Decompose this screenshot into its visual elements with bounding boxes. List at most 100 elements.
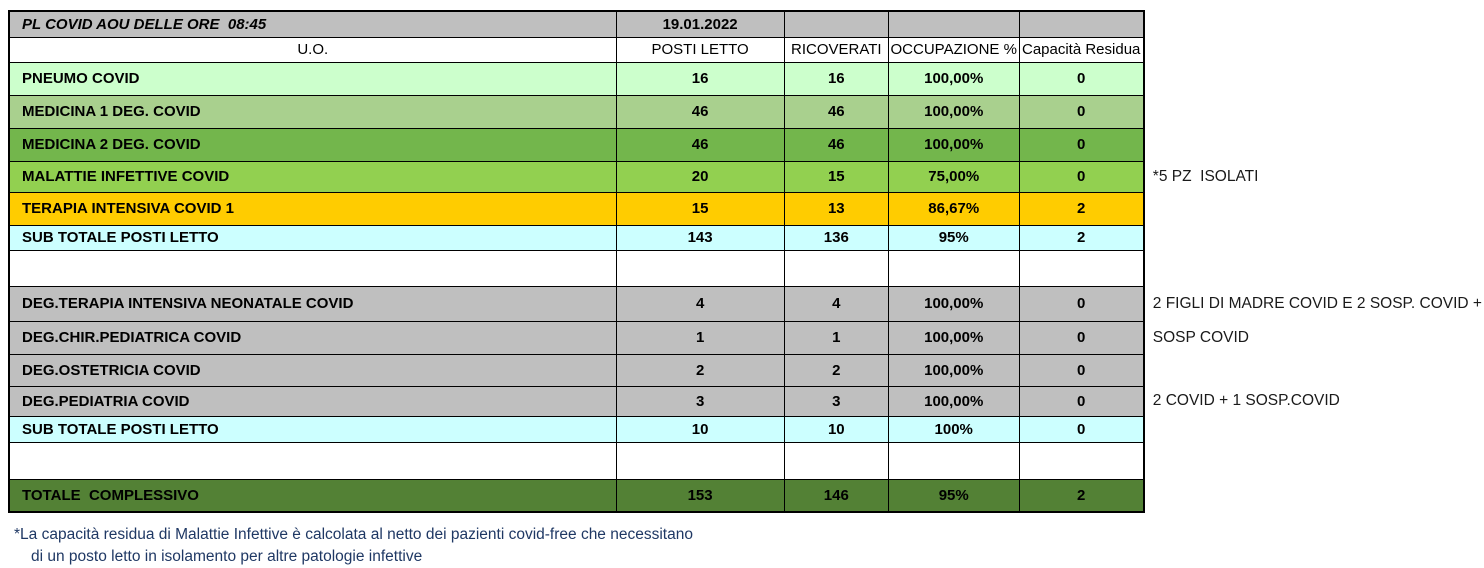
occupazione-cell: 100,00%: [887, 385, 1020, 417]
ricoverati-cell: 13: [783, 191, 889, 226]
covid-beds-report: PL COVID AOU DELLE ORE 08:45 19.01.2022 …: [0, 10, 1484, 565]
note-spacer: [1143, 354, 1483, 386]
occupazione-cell: 100,00%: [887, 320, 1020, 355]
row-annotation: *5 PZ ISOLATI: [1143, 161, 1483, 192]
covid-beds-table: PL COVID AOU DELLE ORE 08:45 19.01.2022 …: [7, 10, 1484, 513]
occupazione-cell: 100,00%: [887, 127, 1020, 162]
ricoverati-cell: 15: [783, 160, 889, 193]
ricoverati-cell: 146: [783, 478, 889, 513]
table-row: TERAPIA INTENSIVA COVID 1 15 13 86,67% 2: [7, 191, 1483, 226]
uo-cell: TERAPIA INTENSIVA COVID 1: [7, 191, 617, 226]
table-row: MEDICINA 1 DEG. COVID 46 46 100,00% 0: [7, 94, 1483, 129]
uo-cell: DEG.PEDIATRIA COVID: [7, 385, 617, 417]
note-spacer: [1143, 37, 1483, 62]
note-spacer: [1143, 192, 1483, 225]
occupazione-cell: [887, 441, 1020, 480]
ricoverati-cell: [783, 441, 889, 480]
ricoverati-cell: 4: [783, 285, 889, 322]
row-annotation: SOSP COVID: [1143, 321, 1483, 354]
occupazione-cell: 100,00%: [887, 94, 1020, 129]
posti-letto-cell: [615, 441, 785, 480]
uo-cell: DEG.OSTETRICIA COVID: [7, 353, 617, 387]
capacita-residua-cell: 0: [1018, 415, 1145, 443]
table-row: SUB TOTALE POSTI LETTO 10 10 100% 0: [7, 415, 1483, 443]
posti-letto-cell: 1: [615, 320, 785, 355]
occupazione-cell: 100%: [887, 415, 1020, 443]
capacita-residua-cell: 0: [1018, 385, 1145, 417]
column-header-ricoverati: RICOVERATI: [783, 36, 889, 63]
column-header-uo: U.O.: [7, 36, 617, 63]
uo-cell: DEG.CHIR.PEDIATRICA COVID: [7, 320, 617, 355]
posti-letto-cell: 20: [615, 160, 785, 193]
posti-letto-cell: 3: [615, 385, 785, 417]
uo-cell: MEDICINA 1 DEG. COVID: [7, 94, 617, 129]
note-spacer: [1143, 128, 1483, 161]
uo-cell: SUB TOTALE POSTI LETTO: [7, 415, 617, 443]
table-body: PL COVID AOU DELLE ORE 08:45 19.01.2022 …: [7, 10, 1483, 513]
capacita-residua-cell: [1018, 249, 1145, 287]
note-spacer: [1143, 442, 1483, 479]
posti-letto-cell: 46: [615, 94, 785, 129]
column-header-occupazione: OCCUPAZIONE %: [887, 36, 1020, 63]
posti-letto-cell: 153: [615, 478, 785, 513]
posti-letto-cell: 2: [615, 353, 785, 387]
column-header-posti-letto: POSTI LETTO: [615, 36, 785, 63]
uo-cell: MEDICINA 2 DEG. COVID: [7, 127, 617, 162]
spacer-row: [7, 441, 1483, 480]
note-spacer: [1143, 250, 1483, 286]
ricoverati-cell: [783, 249, 889, 287]
occupazione-cell: 100,00%: [887, 61, 1020, 96]
capacita-residua-cell: 2: [1018, 224, 1145, 251]
posti-letto-cell: 143: [615, 224, 785, 251]
note-spacer: [1143, 62, 1483, 95]
table-row: DEG.PEDIATRIA COVID 3 3 100,00% 0 2 COVID + 1…: [7, 385, 1483, 417]
table-row: MALATTIE INFETTIVE COVID 20 15 75,00% 0 *5 PZ…: [7, 160, 1483, 193]
ricoverati-cell: 136: [783, 224, 889, 251]
spacer-row: [7, 249, 1483, 287]
uo-cell: MALATTIE INFETTIVE COVID: [7, 160, 617, 193]
ricoverati-cell: 46: [783, 94, 889, 129]
capacita-residua-cell: 2: [1018, 191, 1145, 226]
posti-letto-cell: 16: [615, 61, 785, 96]
uo-cell: DEG.TERAPIA INTENSIVA NEONATALE COVID: [7, 285, 617, 322]
occupazione-cell: [887, 249, 1020, 287]
occupazione-cell: 95%: [887, 478, 1020, 513]
uo-cell: [7, 249, 617, 287]
capacita-residua-cell: 2: [1018, 478, 1145, 513]
occupazione-cell: 95%: [887, 224, 1020, 251]
capacita-residua-cell: 0: [1018, 320, 1145, 355]
table-row: PNEUMO COVID 16 16 100,00% 0: [7, 61, 1483, 96]
uo-cell: PNEUMO COVID: [7, 61, 617, 96]
report-title: PL COVID AOU DELLE ORE 08:45: [7, 10, 617, 38]
note-spacer: [1143, 225, 1483, 250]
table-row: TOTALE COMPLESSIVO 153 146 95% 2: [7, 478, 1483, 513]
table-row: SUB TOTALE POSTI LETTO 143 136 95% 2: [7, 224, 1483, 251]
capacita-residua-cell: 0: [1018, 285, 1145, 322]
title-row: PL COVID AOU DELLE ORE 08:45 19.01.2022: [7, 10, 1483, 38]
ricoverati-cell: 46: [783, 127, 889, 162]
uo-cell: [7, 441, 617, 480]
uo-cell: SUB TOTALE POSTI LETTO: [7, 224, 617, 251]
posti-letto-cell: 4: [615, 285, 785, 322]
capacita-residua-cell: [1018, 441, 1145, 480]
ricoverati-cell: 10: [783, 415, 889, 443]
ricoverati-cell: 16: [783, 61, 889, 96]
ricoverati-cell: 2: [783, 353, 889, 387]
table-row: DEG.CHIR.PEDIATRICA COVID 1 1 100,00% 0 SOSP …: [7, 320, 1483, 355]
footnote: *La capacità residua di Malattie Infetti…: [0, 524, 1200, 568]
capacita-residua-cell: 0: [1018, 160, 1145, 193]
posti-letto-cell: 46: [615, 127, 785, 162]
footnote-line-2: di un posto letto in isolamento per altr…: [31, 548, 423, 565]
capacita-residua-cell: 0: [1018, 61, 1145, 96]
row-annotation: 2 FIGLI DI MADRE COVID E 2 SOSP. COVID +: [1143, 286, 1483, 321]
occupazione-cell: 100,00%: [887, 285, 1020, 322]
table-row: DEG.TERAPIA INTENSIVA NEONATALE COVID 4 4 1…: [7, 285, 1483, 322]
column-header-capacita-residua: Capacità Residua: [1018, 36, 1145, 63]
occupazione-cell: 75,00%: [887, 160, 1020, 193]
title-spacer-cell: [887, 10, 1020, 38]
title-spacer-cell: [1018, 10, 1145, 38]
capacita-residua-cell: 0: [1018, 94, 1145, 129]
posti-letto-cell: [615, 249, 785, 287]
capacita-residua-cell: 0: [1018, 353, 1145, 387]
note-spacer: [1143, 416, 1483, 442]
